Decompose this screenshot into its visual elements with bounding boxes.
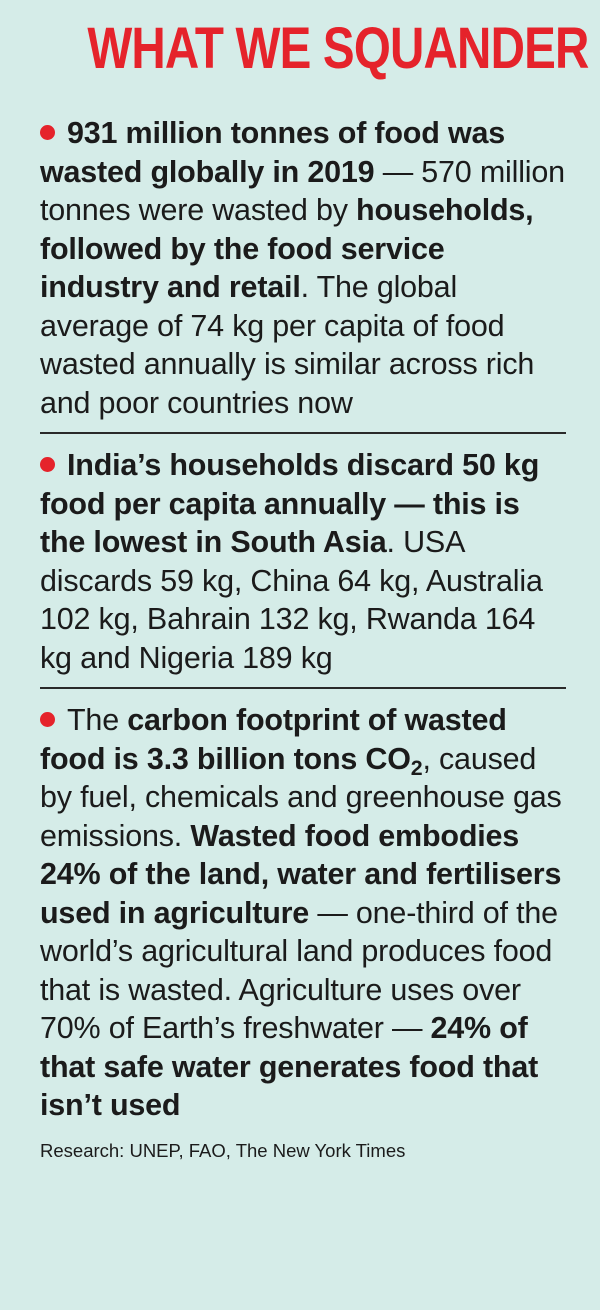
fact-text: — 570 million tonnes were wasted by: [40, 154, 565, 228]
fact-section-global-waste: 931 million tonnes of food was wasted gl…: [40, 114, 566, 422]
fact-paragraph: India’s households discard 50 kg food pe…: [40, 446, 566, 677]
section-divider: [40, 432, 566, 434]
red-bullet-icon: [40, 457, 55, 472]
fact-highlight: India’s households discard 50 kg food pe…: [40, 448, 540, 559]
source-credit: Research: UNEP, FAO, The New York Times: [40, 1139, 406, 1161]
fact-highlight: households, followed by the food service…: [40, 193, 534, 304]
fact-text: The: [67, 703, 128, 737]
red-bullet-icon: [40, 125, 55, 140]
fact-text: . USA discards 59 kg, China 64 kg, Austr…: [40, 525, 543, 675]
fact-section-india-households: India’s households discard 50 kg food pe…: [40, 446, 566, 677]
section-divider: [40, 687, 566, 689]
fact-highlight: 931 million tonnes of food was wasted gl…: [40, 116, 505, 189]
fact-text: , caused by fuel, chemicals and greenhou…: [40, 741, 562, 853]
fact-paragraph: 931 million tonnes of food was wasted gl…: [40, 114, 566, 422]
fact-highlight: Wasted food embodies 24% of the land, wa…: [40, 818, 562, 930]
fact-section-carbon-footprint: The carbon footprint of wasted food is 3…: [40, 701, 566, 1125]
fact-highlight: carbon footprint of wasted food is 3.3 b…: [40, 703, 507, 779]
page-title: WHAT WE SQUANDER: [87, 16, 589, 81]
fact-text: . The global average of 74 kg per capita…: [40, 270, 535, 420]
fact-highlight: 24% of that safe water generates food th…: [40, 1011, 539, 1122]
fact-text: — one-third of the world’s agricultural …: [40, 895, 558, 1046]
fact-paragraph: The carbon footprint of wasted food is 3…: [40, 701, 566, 1125]
fact-highlight-text: carbon footprint of wasted food is 3.3 b…: [40, 703, 507, 776]
red-bullet-icon: [40, 712, 55, 727]
subscript-two: 2: [410, 755, 423, 780]
